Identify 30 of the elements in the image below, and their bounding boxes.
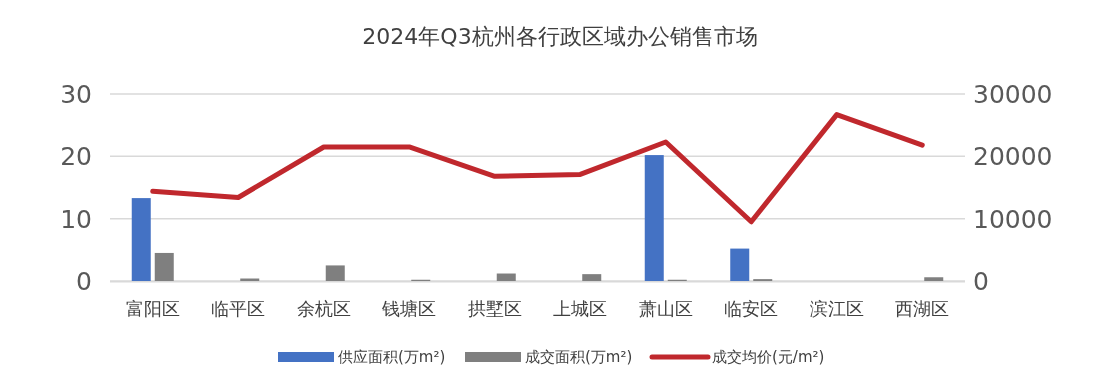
bar xyxy=(582,274,602,281)
y2-tick-label: 10000 xyxy=(973,204,1053,234)
y-tick-label: 30 xyxy=(60,80,92,109)
y-tick-label: 10 xyxy=(60,204,92,234)
x-tick-label: 钱塘区 xyxy=(381,298,437,319)
legend-label: 供应面积(万m²) xyxy=(338,348,446,366)
x-tick-label: 临平区 xyxy=(211,298,266,319)
bar xyxy=(924,277,944,281)
legend-label: 成交面积(万m²) xyxy=(525,348,633,366)
bar xyxy=(131,198,151,281)
legend-label: 成交均价(元/m²) xyxy=(712,348,825,366)
y2-tick-label: 30000 xyxy=(973,80,1053,109)
x-tick-label: 西湖区 xyxy=(895,298,950,319)
chart-title: 2024年Q3杭州各行政区域办公销售市场 xyxy=(362,24,758,49)
x-tick-label: 余杭区 xyxy=(296,298,351,319)
bar xyxy=(154,252,174,281)
y2-tick-label: 20000 xyxy=(973,142,1053,172)
bar xyxy=(644,155,664,281)
x-tick-label: 滨江区 xyxy=(809,298,864,319)
bar xyxy=(325,265,345,281)
x-tick-label: 富阳区 xyxy=(125,298,180,319)
bar xyxy=(730,248,750,281)
y-tick-label: 20 xyxy=(60,142,92,172)
y2-tick-label: 0 xyxy=(973,267,989,296)
x-tick-label: 临安区 xyxy=(724,298,779,319)
x-tick-label: 萧山区 xyxy=(638,298,693,319)
x-tick-label: 上城区 xyxy=(553,298,608,319)
y-tick-label: 0 xyxy=(76,267,92,296)
x-tick-label: 拱墅区 xyxy=(467,298,522,319)
bar xyxy=(496,273,516,281)
